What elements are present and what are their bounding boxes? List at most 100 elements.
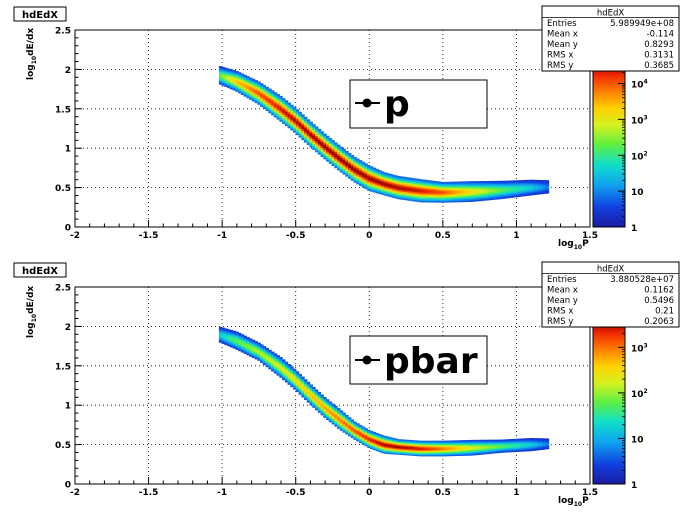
density-cell [477, 182, 481, 185]
svg-text:log10dE/dx: log10dE/dx [26, 28, 38, 80]
density-cell [273, 371, 278, 374]
density-cell [455, 194, 459, 197]
density-cell [232, 81, 236, 84]
colorbar-scale [592, 61, 626, 228]
density-cell [402, 193, 407, 196]
density-cell [254, 341, 258, 344]
density-cell [430, 200, 434, 203]
density-cell [304, 116, 308, 120]
density-cell [446, 449, 451, 451]
density-cell [389, 173, 393, 177]
density-cell [477, 192, 481, 195]
density-cell [328, 414, 333, 417]
density-cell [441, 181, 445, 184]
density-cell [309, 397, 313, 400]
density-cell [367, 434, 371, 437]
density-cell [433, 450, 437, 453]
title-box: hdEdX [13, 262, 67, 278]
histogram-panel-pbar: hdEdX -2 -1.5 -1 -0.5 0 0.5 1 1.500.511.522.5 1… [13, 261, 680, 508]
density-cell [463, 443, 467, 446]
density-cell [507, 442, 511, 445]
density-cell [457, 188, 462, 191]
density-cell [515, 448, 519, 451]
density-cell [304, 133, 308, 136]
density-cell [496, 186, 500, 188]
density-cell [375, 441, 379, 444]
density-cell [532, 443, 536, 445]
density-cell [353, 438, 357, 440]
density-cell [482, 183, 486, 186]
density-cell [408, 447, 412, 450]
density-cell [265, 107, 269, 110]
density-cell [422, 440, 426, 443]
density-cell [334, 421, 338, 424]
density-cell [526, 438, 530, 440]
density-cell [380, 186, 385, 189]
density-cell [295, 384, 300, 387]
density-cell [279, 110, 283, 113]
density-cell [537, 446, 541, 448]
density-cell [356, 439, 360, 442]
density-cell [430, 441, 434, 444]
density-cell [249, 353, 253, 356]
density-cell [232, 343, 236, 345]
density-cell [490, 195, 495, 198]
stats-row-value: 0.8293 [644, 40, 674, 50]
density-cell [361, 441, 366, 444]
density-cell [262, 86, 267, 89]
density-cell [328, 420, 333, 423]
density-cell [331, 147, 335, 150]
density-cell [507, 185, 511, 188]
density-cell [545, 440, 550, 442]
density-cell [400, 447, 404, 450]
density-cell [460, 445, 464, 448]
density-cell [460, 197, 464, 200]
density-cell [512, 183, 517, 186]
density-cell [218, 332, 223, 334]
density-cell [463, 445, 467, 448]
density-cell [315, 148, 319, 151]
density-cell [507, 191, 511, 194]
density-cell [364, 435, 368, 438]
density-cell [254, 353, 258, 356]
density-cell [251, 91, 256, 94]
density-cell [488, 452, 492, 454]
density-cell [361, 426, 366, 429]
density-cell [290, 126, 294, 129]
density-cell [391, 182, 396, 185]
density-cell [367, 166, 371, 170]
density-cell [435, 440, 440, 443]
density-cell [334, 147, 338, 151]
density-cell [345, 425, 349, 428]
density-cell [521, 192, 525, 195]
density-cell [232, 346, 236, 349]
density-cell [361, 165, 366, 168]
density-cell [378, 178, 382, 181]
density-cell [435, 448, 440, 450]
density-cell [433, 452, 437, 455]
density-cell [397, 195, 401, 198]
density-cell [507, 182, 511, 185]
density-cell [427, 180, 431, 183]
density-cell [301, 386, 305, 389]
density-cell [298, 133, 302, 136]
density-cell [323, 414, 327, 417]
density-cell [518, 449, 522, 451]
density-cell [515, 191, 519, 194]
density-cell [369, 178, 374, 182]
density-cell [293, 370, 297, 373]
density-cell [260, 361, 264, 363]
legend-marker [362, 355, 372, 365]
density-cell [265, 350, 269, 353]
density-cell [298, 385, 302, 388]
density-cell [424, 186, 429, 189]
density-cell [386, 446, 390, 448]
density-cell [515, 184, 519, 187]
density-cell [413, 199, 418, 202]
density-cell [254, 99, 258, 102]
density-cell [320, 411, 324, 414]
density-cell [364, 439, 368, 442]
density-cell [276, 367, 280, 370]
density-cell [397, 184, 401, 187]
density-cell [427, 184, 431, 188]
